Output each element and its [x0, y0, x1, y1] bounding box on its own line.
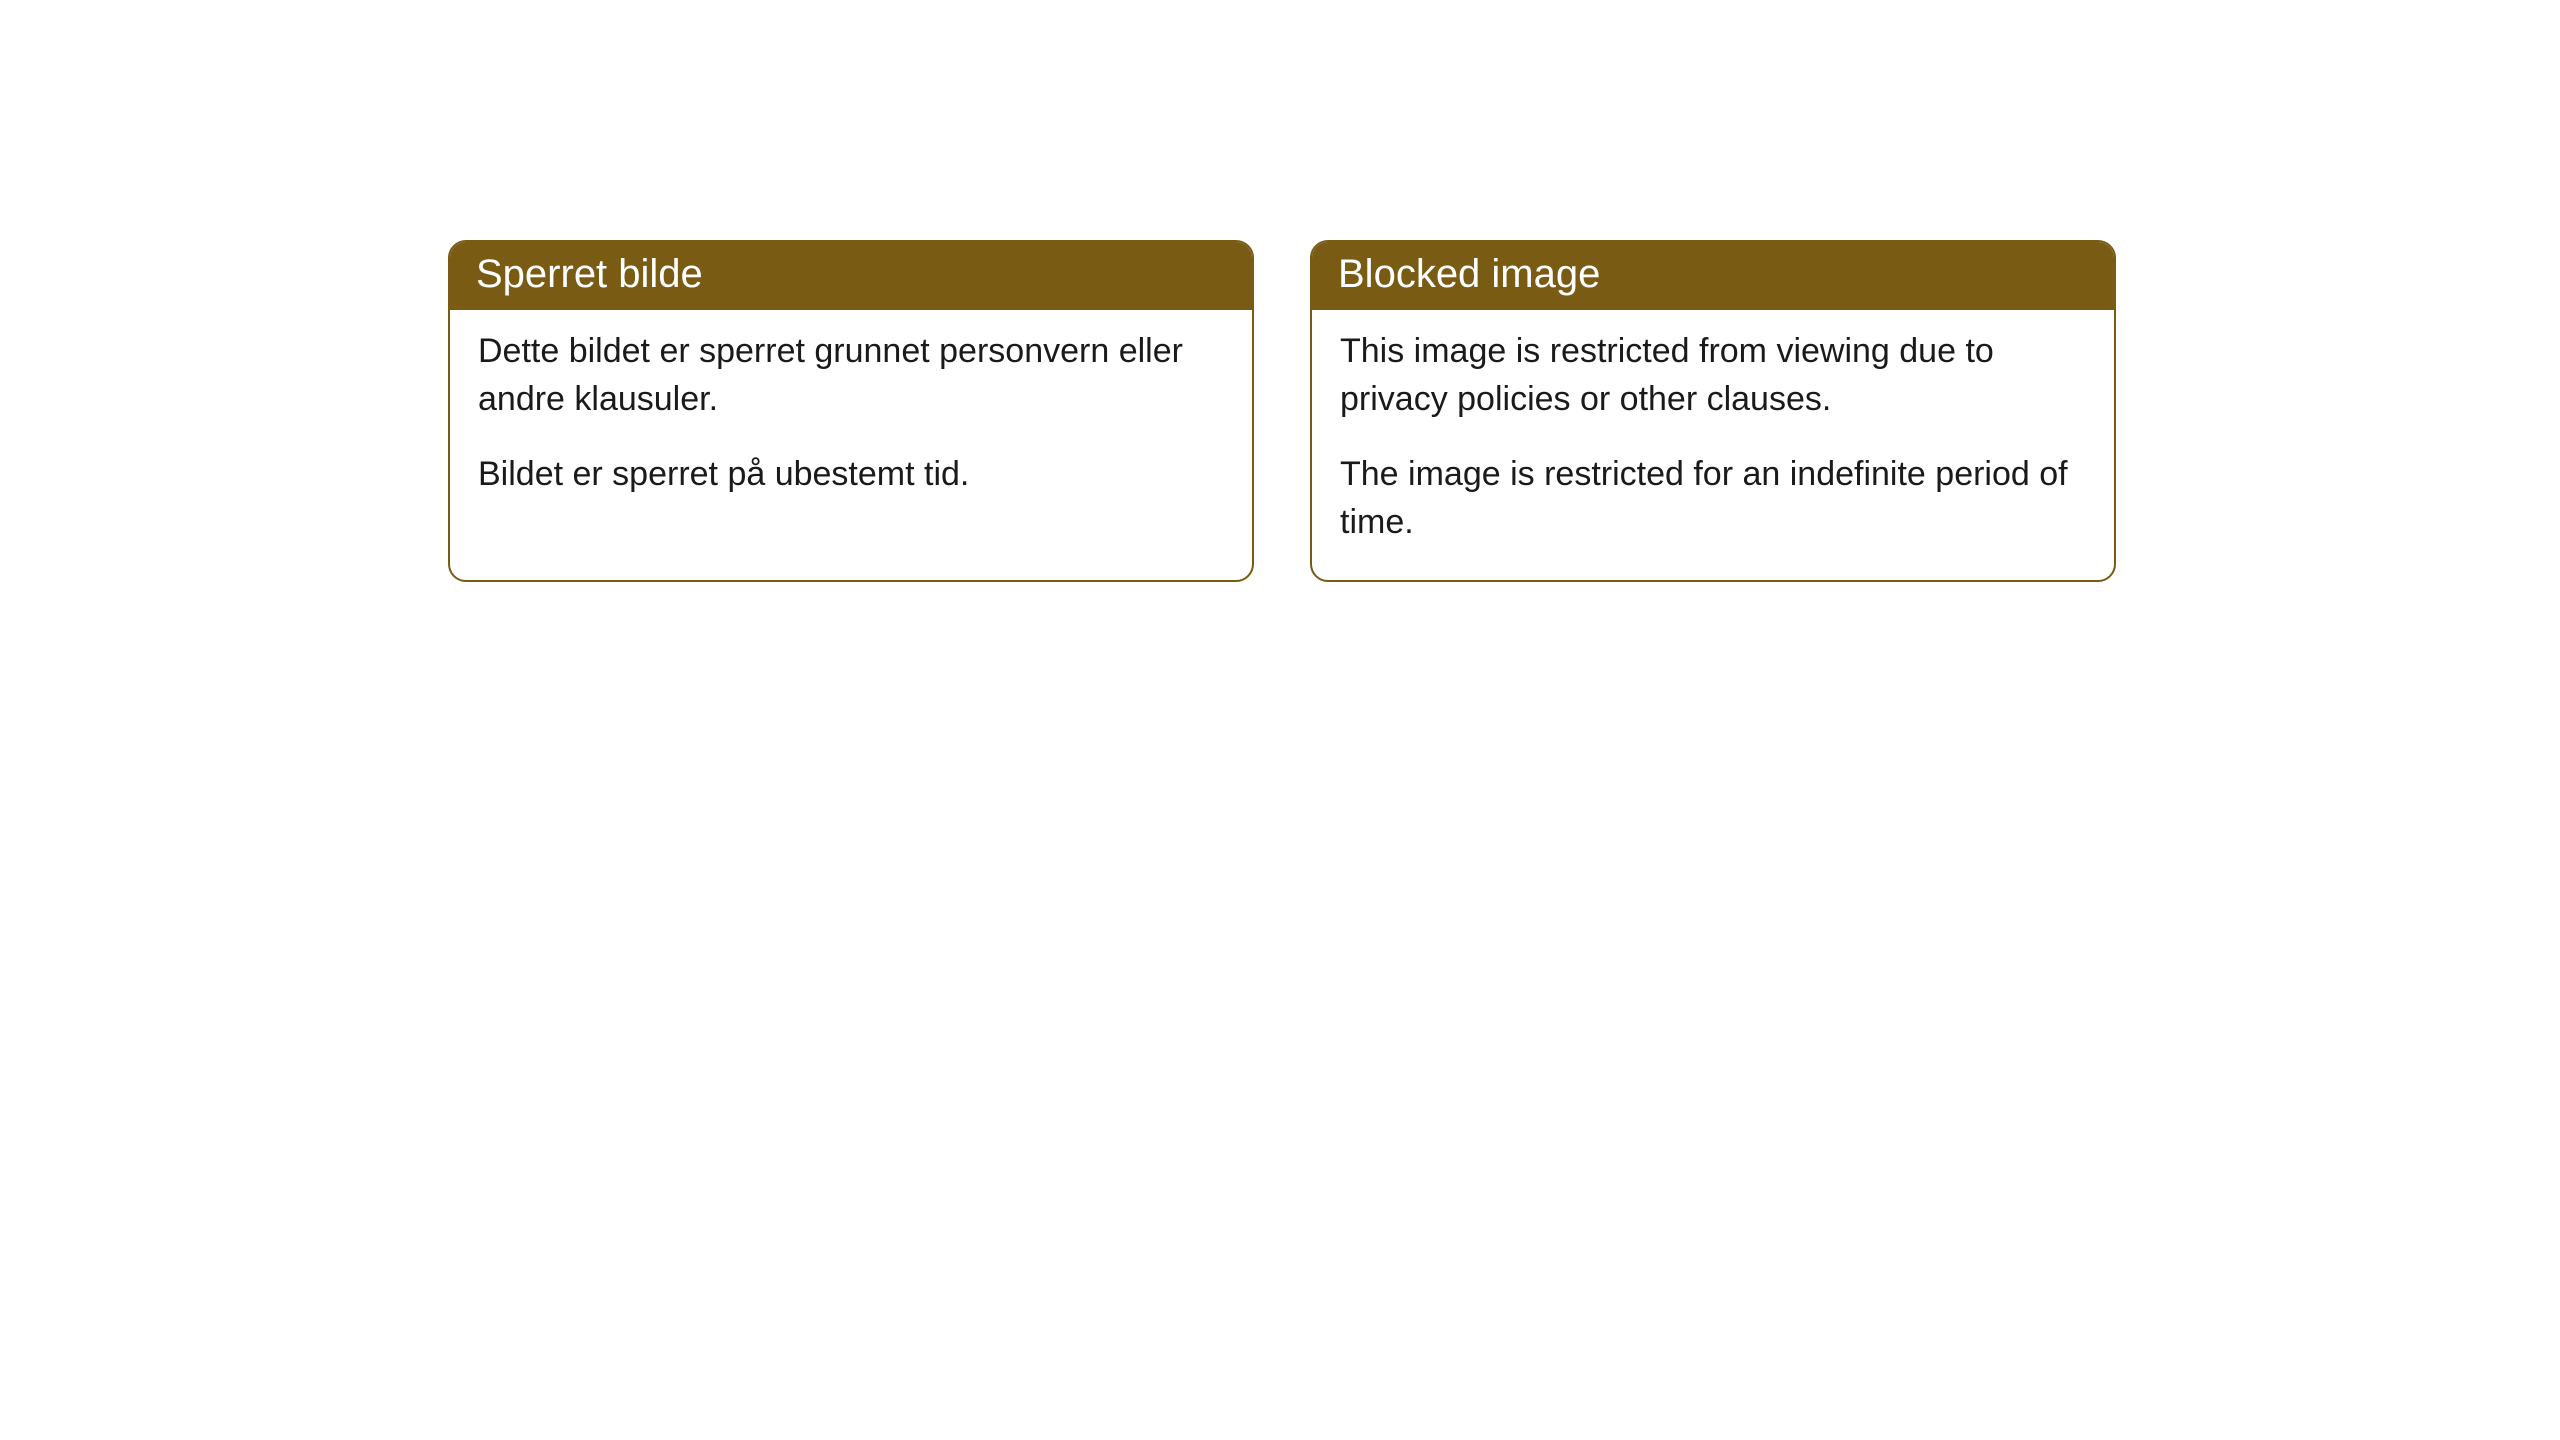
notice-cards-container: Sperret bilde Dette bildet er sperret gr… — [448, 240, 2560, 582]
card-header: Blocked image — [1312, 242, 2114, 310]
notice-card-english: Blocked image This image is restricted f… — [1310, 240, 2116, 582]
card-paragraph: This image is restricted from viewing du… — [1340, 328, 2086, 423]
notice-card-norwegian: Sperret bilde Dette bildet er sperret gr… — [448, 240, 1254, 582]
card-header: Sperret bilde — [450, 242, 1252, 310]
card-title: Blocked image — [1338, 252, 1600, 296]
card-body: This image is restricted from viewing du… — [1312, 310, 2114, 580]
card-paragraph: Dette bildet er sperret grunnet personve… — [478, 328, 1224, 423]
card-body: Dette bildet er sperret grunnet personve… — [450, 310, 1252, 533]
card-title: Sperret bilde — [476, 252, 703, 296]
card-paragraph: The image is restricted for an indefinit… — [1340, 451, 2086, 546]
card-paragraph: Bildet er sperret på ubestemt tid. — [478, 451, 1224, 499]
